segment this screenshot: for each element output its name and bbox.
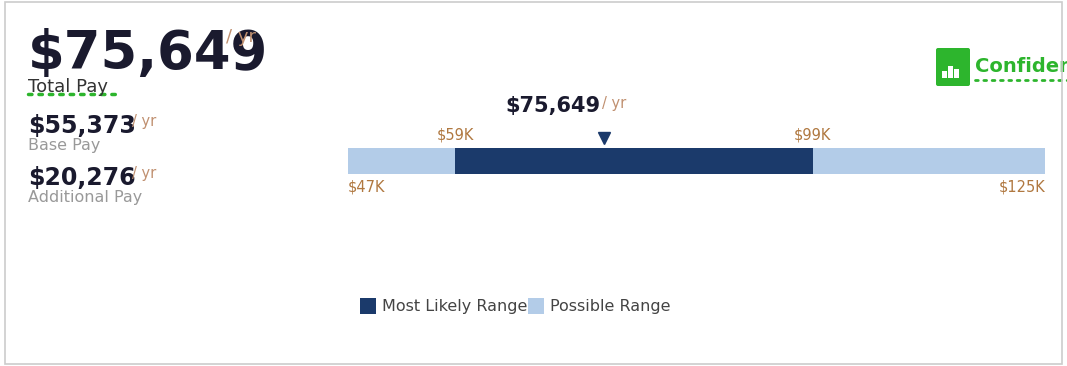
Text: $75,649: $75,649 bbox=[28, 28, 268, 80]
Text: $55,373: $55,373 bbox=[28, 114, 136, 138]
Text: Base Pay: Base Pay bbox=[28, 138, 100, 153]
Text: / yr: / yr bbox=[132, 114, 156, 129]
Text: $75,649: $75,649 bbox=[505, 96, 600, 116]
Bar bbox=[954, 69, 959, 78]
Bar bbox=[348, 148, 1045, 174]
Text: $47K: $47K bbox=[348, 179, 385, 194]
Text: Additional Pay: Additional Pay bbox=[28, 190, 142, 205]
Text: Total Pay: Total Pay bbox=[28, 78, 108, 96]
Bar bbox=[360, 298, 376, 314]
Text: $59K: $59K bbox=[436, 127, 474, 142]
Bar bbox=[528, 298, 544, 314]
Text: / yr: / yr bbox=[602, 96, 626, 111]
Text: / yr: / yr bbox=[132, 166, 156, 181]
Text: $20,276: $20,276 bbox=[28, 166, 136, 190]
Text: Confident: Confident bbox=[975, 57, 1067, 76]
Bar bbox=[456, 148, 813, 174]
Bar bbox=[942, 71, 947, 78]
Bar bbox=[947, 66, 953, 78]
Text: $125K: $125K bbox=[999, 179, 1045, 194]
Text: $99K: $99K bbox=[794, 127, 831, 142]
Text: Possible Range: Possible Range bbox=[550, 299, 670, 314]
FancyBboxPatch shape bbox=[936, 48, 970, 86]
Text: / yr: / yr bbox=[226, 28, 256, 46]
Text: Most Likely Range: Most Likely Range bbox=[382, 299, 527, 314]
